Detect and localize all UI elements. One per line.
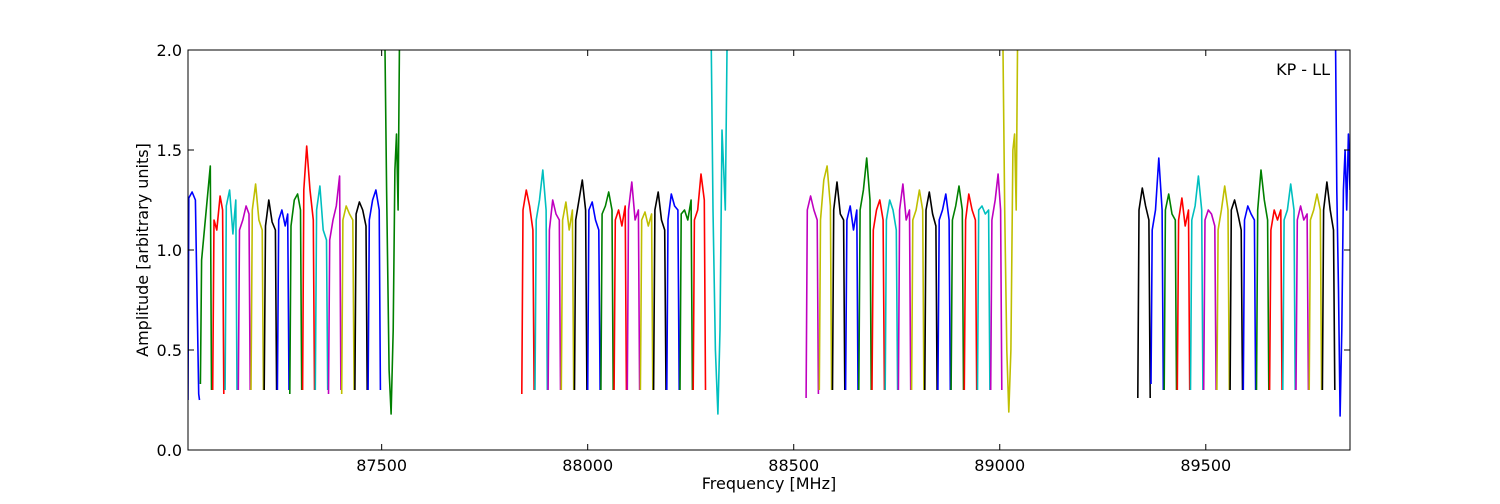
series-line: [1189, 175, 1204, 391]
y-axis-label: Amplitude [arbitrary units]: [133, 143, 152, 357]
series-line: [1150, 157, 1165, 391]
tick-layer: 87500 88000 88500 89000 89500 0.0 0.5 1.0 1.5 2.0: [157, 41, 1350, 475]
series-line: [327, 175, 342, 395]
x-tick-label: 89000: [974, 456, 1025, 475]
series-line: [626, 181, 641, 391]
series-line: [989, 173, 1003, 391]
x-tick-label: 87500: [356, 456, 407, 475]
series-line: [1255, 169, 1270, 391]
series-line: [652, 191, 667, 391]
series-line: [884, 199, 899, 391]
series-line: [1137, 187, 1151, 399]
series-line: [1229, 199, 1244, 391]
series-line: [367, 189, 382, 391]
series-line: [858, 157, 872, 391]
series-line: [224, 189, 238, 391]
series-line: [897, 183, 912, 391]
series-line: [314, 185, 329, 391]
series-line: [871, 199, 886, 391]
series-line: [1202, 209, 1217, 391]
series-line: [521, 189, 535, 395]
y-tick-label: 2.0: [157, 41, 182, 60]
series-line: [211, 195, 225, 395]
y-tick-label: 0.0: [157, 441, 182, 460]
series-line: [573, 179, 588, 391]
series-line: [910, 189, 925, 391]
series-line: [600, 191, 614, 391]
series-line: [1216, 185, 1231, 391]
x-tick-label: 89500: [1180, 456, 1231, 475]
series-line: [844, 205, 859, 391]
series-line: [250, 183, 265, 391]
series-line: [924, 191, 938, 391]
series-line: [199, 165, 213, 391]
series-line: [818, 165, 833, 391]
series-line: [1321, 181, 1336, 391]
series-line: [963, 193, 978, 391]
x-tick-label: 88000: [562, 456, 613, 475]
series-line: [263, 199, 278, 391]
y-tick-label: 0.5: [157, 341, 182, 360]
series-line: [1295, 205, 1310, 391]
series-line: [1334, 50, 1350, 417]
series-line: [976, 205, 991, 391]
series-line: [340, 205, 355, 395]
series-line: [560, 201, 575, 391]
series-line: [188, 191, 201, 401]
series-line: [937, 193, 952, 391]
series-line: [276, 209, 290, 391]
series-line: [679, 199, 694, 391]
series-line: [301, 145, 316, 391]
series-line: [1268, 209, 1283, 391]
series-line: [1176, 197, 1191, 391]
series-line: [1002, 50, 1019, 413]
series-line: [289, 193, 303, 395]
series-layer: [188, 50, 1350, 417]
series-line: [1242, 205, 1257, 391]
series-line: [805, 195, 820, 399]
series-line: [639, 211, 654, 391]
y-tick-label: 1.5: [157, 141, 182, 160]
series-line: [354, 201, 368, 391]
series-line: [237, 205, 251, 391]
series-line: [710, 50, 728, 415]
series-line: [586, 201, 601, 391]
series-line: [1163, 193, 1178, 391]
series-line: [950, 185, 965, 391]
series-line: [384, 50, 401, 415]
series-line: [831, 181, 846, 391]
series-line: [534, 169, 549, 391]
series-line: [1308, 193, 1323, 391]
series-line: [547, 199, 562, 391]
series-line: [692, 173, 707, 391]
y-tick-label: 1.0: [157, 241, 182, 260]
x-tick-label: 88500: [768, 456, 819, 475]
x-axis-label: Frequency [MHz]: [702, 474, 836, 493]
series-line: [666, 193, 680, 391]
series-line: [613, 205, 628, 391]
chart-annotation: KP - LL: [1276, 60, 1330, 79]
series-line: [1282, 183, 1296, 391]
